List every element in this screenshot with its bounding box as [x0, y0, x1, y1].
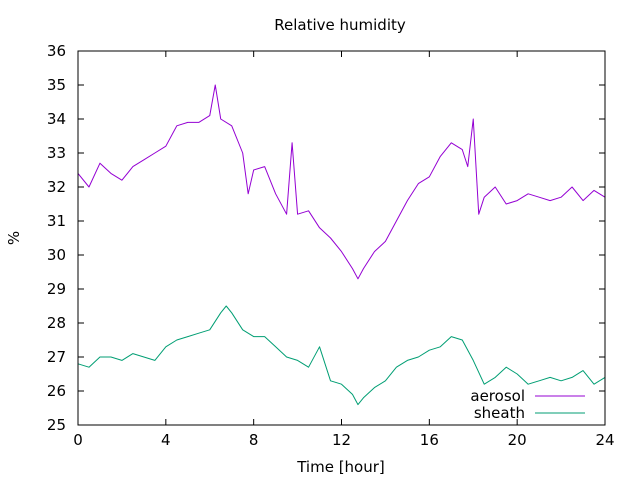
tick-layer: 25 26 27 28 29 30 31 32 33 34 35 36 0 4 8 12 16 20 24 — [47, 42, 615, 449]
y-tick-label: 34 — [47, 110, 66, 128]
plot-frame — [77, 50, 606, 426]
series-line-aerosol — [77, 84, 606, 280]
y-tick-label: 33 — [47, 144, 66, 162]
x-tick-label: 16 — [420, 431, 439, 449]
x-tick-label: 4 — [161, 431, 171, 449]
legend: aerosol sheath — [470, 387, 585, 422]
y-tick-label: 29 — [47, 280, 66, 298]
chart-title: Relative humidity — [274, 16, 406, 34]
y-tick-label: 35 — [47, 76, 66, 94]
series-layer — [77, 84, 606, 406]
legend-label-aerosol: aerosol — [470, 387, 525, 405]
y-tick-label: 26 — [47, 382, 66, 400]
x-axis-label: Time [hour] — [296, 458, 385, 476]
y-tick-label: 25 — [47, 416, 66, 434]
y-tick-label: 36 — [47, 42, 66, 60]
y-tick-label: 31 — [47, 212, 66, 230]
x-tick-label: 20 — [508, 431, 527, 449]
y-tick-label: 27 — [47, 348, 66, 366]
y-axis-label: % — [5, 231, 23, 245]
x-tick-label: 8 — [249, 431, 259, 449]
x-tick-label: 0 — [73, 431, 83, 449]
x-tick-label: 12 — [332, 431, 351, 449]
series-line-sheath — [77, 305, 606, 406]
x-tick-label: 24 — [595, 431, 614, 449]
y-tick-label: 30 — [47, 246, 66, 264]
y-tick-label: 28 — [47, 314, 66, 332]
legend-label-sheath: sheath — [474, 404, 525, 422]
y-tick-label: 32 — [47, 178, 66, 196]
